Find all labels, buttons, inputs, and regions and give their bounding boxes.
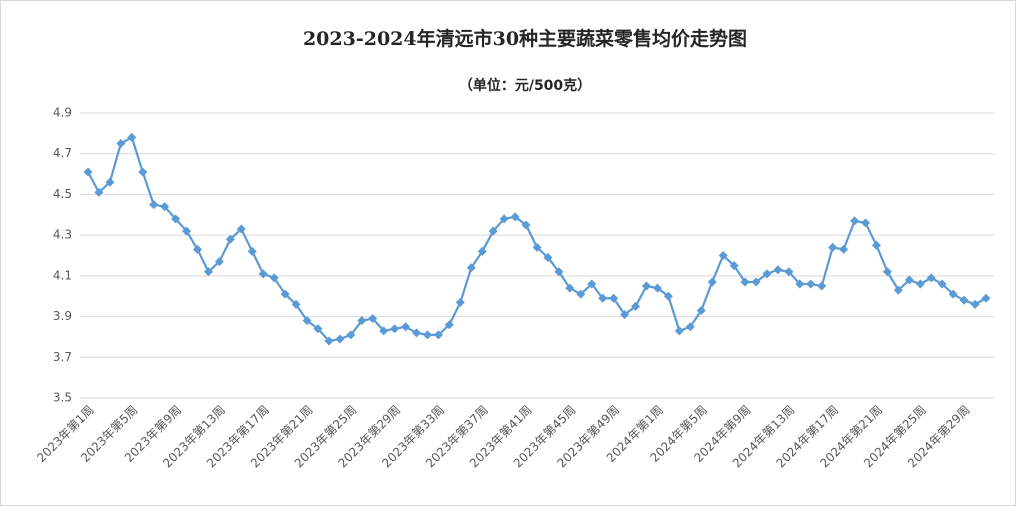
data-point xyxy=(335,334,345,344)
data-point xyxy=(521,220,531,230)
data-point xyxy=(105,177,115,187)
data-point xyxy=(379,326,389,336)
data-point xyxy=(182,226,192,236)
data-point xyxy=(609,293,619,303)
data-point xyxy=(346,330,356,340)
data-point xyxy=(83,167,93,177)
data-point xyxy=(762,269,772,279)
data-point xyxy=(225,234,235,244)
data-point xyxy=(685,322,695,332)
y-tick-label: 4.3 xyxy=(53,228,72,242)
data-point xyxy=(554,267,564,277)
data-point xyxy=(882,267,892,277)
data-point xyxy=(444,320,454,330)
data-point xyxy=(357,316,367,326)
data-point xyxy=(313,324,323,334)
chart-subtitle: （单位：元/500克） xyxy=(459,77,591,94)
data-point xyxy=(751,277,761,287)
data-point xyxy=(904,275,914,285)
data-point xyxy=(324,336,334,346)
data-point xyxy=(729,261,739,271)
y-tick-label: 4.9 xyxy=(53,106,72,120)
data-point xyxy=(871,240,881,250)
data-point xyxy=(740,277,750,287)
data-point xyxy=(214,257,224,267)
data-point xyxy=(477,246,487,256)
data-point xyxy=(510,212,520,222)
data-point xyxy=(368,314,378,324)
y-tick-label: 3.5 xyxy=(53,391,72,405)
data-point xyxy=(532,242,542,252)
data-point xyxy=(455,297,465,307)
data-point xyxy=(433,330,443,340)
data-point xyxy=(948,289,958,299)
data-point xyxy=(806,279,816,289)
data-point xyxy=(663,291,673,301)
data-point xyxy=(116,139,126,149)
data-point xyxy=(576,289,586,299)
data-point xyxy=(422,330,432,340)
data-point xyxy=(203,267,213,277)
data-point xyxy=(784,267,794,277)
data-point xyxy=(412,328,422,338)
y-tick-label: 3.7 xyxy=(53,350,72,364)
data-point xyxy=(707,277,717,287)
data-point xyxy=(401,322,411,332)
data-point xyxy=(696,305,706,315)
data-point xyxy=(488,226,498,236)
data-point xyxy=(631,301,641,311)
data-point xyxy=(236,224,246,234)
y-tick-label: 4.7 xyxy=(53,146,72,160)
data-point xyxy=(247,246,257,256)
data-point xyxy=(970,299,980,309)
y-tick-label: 4.1 xyxy=(53,268,72,282)
data-point xyxy=(587,279,597,289)
data-point xyxy=(138,167,148,177)
data-point xyxy=(620,310,630,320)
data-point xyxy=(565,283,575,293)
data-point xyxy=(390,324,400,334)
data-point xyxy=(269,273,279,283)
data-point xyxy=(861,218,871,228)
data-point xyxy=(642,281,652,291)
chart-title: 2023-2024年清远市30种主要蔬菜零售均价走势图 xyxy=(303,27,747,50)
data-point xyxy=(499,214,509,224)
data-point xyxy=(466,263,476,273)
data-point xyxy=(652,283,662,293)
data-point xyxy=(280,289,290,299)
data-point xyxy=(850,216,860,226)
data-point xyxy=(149,200,159,210)
data-point xyxy=(795,279,805,289)
data-point xyxy=(598,293,608,303)
data-point xyxy=(926,273,936,283)
data-point xyxy=(893,285,903,295)
y-tick-label: 4.5 xyxy=(53,187,72,201)
data-point xyxy=(981,293,991,303)
data-point xyxy=(193,244,203,254)
data-point xyxy=(258,269,268,279)
data-point xyxy=(127,132,137,142)
data-point xyxy=(817,281,827,291)
data-point xyxy=(94,187,104,197)
data-point xyxy=(839,244,849,254)
data-point xyxy=(718,251,728,260)
data-point xyxy=(773,265,783,275)
data-point xyxy=(915,279,925,289)
y-tick-label: 3.9 xyxy=(53,309,72,323)
data-point xyxy=(828,242,838,252)
data-point xyxy=(674,326,684,336)
data-point xyxy=(959,295,969,305)
data-point xyxy=(291,299,301,309)
data-point xyxy=(160,202,170,212)
data-point xyxy=(302,316,312,326)
data-point xyxy=(937,279,947,289)
data-point xyxy=(171,214,181,224)
data-point xyxy=(543,253,553,263)
